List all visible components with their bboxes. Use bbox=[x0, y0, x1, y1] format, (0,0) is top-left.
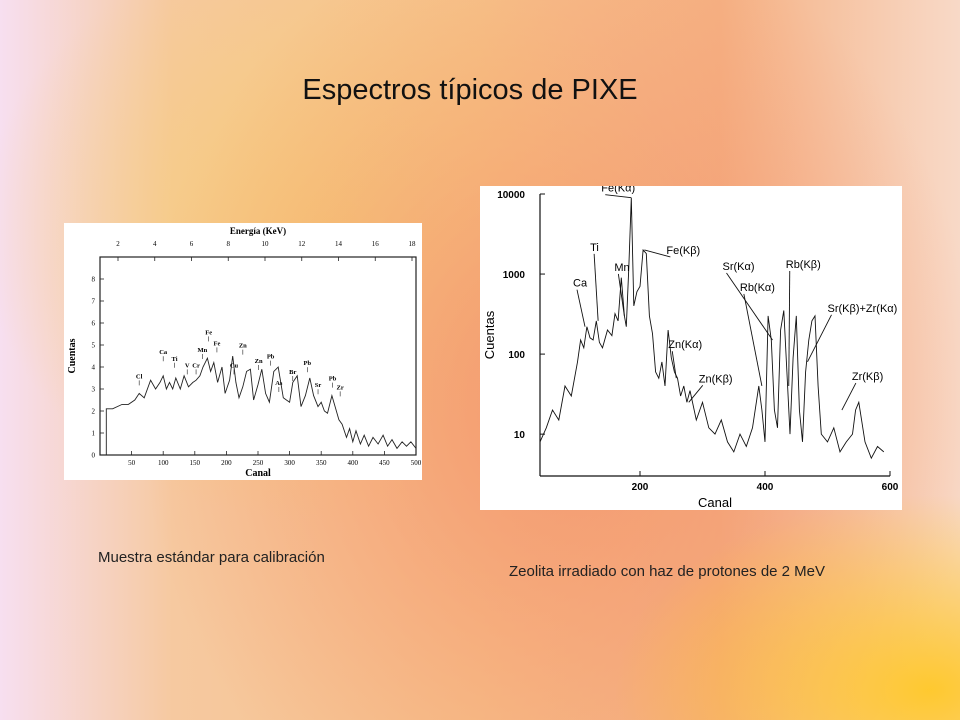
y-tick-label: 6 bbox=[92, 320, 96, 328]
peak-arrow bbox=[671, 351, 677, 379]
peak-label: Cl bbox=[136, 373, 143, 380]
x-tick-label: 500 bbox=[411, 459, 422, 467]
x-tick-label: 400 bbox=[348, 459, 359, 467]
peak-label: Zr bbox=[337, 384, 344, 391]
peak-label: Sr bbox=[315, 382, 322, 389]
x-tick-label: 300 bbox=[284, 459, 295, 467]
caption-zeolite: Zeolita irradiado con haz de protones de… bbox=[509, 563, 826, 580]
y-tick-label: 4 bbox=[92, 364, 96, 372]
top-tick-label: 10 bbox=[262, 240, 270, 248]
peak-label: As bbox=[275, 380, 283, 387]
peak-arrow bbox=[788, 270, 791, 386]
spectrum-line bbox=[100, 355, 417, 456]
caption-calibration: Muestra estándar para calibración bbox=[98, 549, 325, 566]
x-tick-label: 200 bbox=[632, 482, 649, 493]
peak-label: Fe(Kβ) bbox=[666, 245, 700, 257]
peak-label: Rb(Kβ) bbox=[786, 259, 821, 271]
x-tick-label: 450 bbox=[379, 459, 390, 467]
peak-label: Ti bbox=[172, 356, 178, 363]
y-axis-label: Cuentas bbox=[67, 338, 78, 373]
plot-frame bbox=[99, 256, 417, 456]
peak-arrow bbox=[576, 289, 586, 327]
x-tick-label: 50 bbox=[128, 459, 136, 467]
spectrum-line bbox=[539, 197, 885, 460]
x-tick-label: 250 bbox=[253, 459, 264, 467]
x-axis-label: Canal bbox=[698, 495, 732, 510]
peak-arrow bbox=[743, 293, 763, 387]
x-tick-label: 150 bbox=[190, 459, 201, 467]
calibration-spectrum-chart: Energía (KeV) 2 4 6 8 10 12 14 16 18 50 100 150 200 25… bbox=[64, 223, 422, 480]
peak-label: Ti bbox=[590, 242, 599, 254]
peak-label: Fe bbox=[213, 340, 220, 347]
peak-label: V bbox=[185, 362, 190, 369]
peak-label: Rb(Kα) bbox=[740, 282, 775, 294]
peak-label: Zn(Kβ) bbox=[699, 373, 733, 385]
y-axis-label: Cuentas bbox=[482, 310, 497, 359]
y-tick-label: 2 bbox=[92, 408, 96, 416]
peak-label: Fe(Kα) bbox=[601, 186, 635, 195]
peak-label: Br bbox=[289, 369, 296, 376]
peak-label: Pb bbox=[303, 360, 311, 367]
x-tick-label: 600 bbox=[882, 482, 899, 493]
peak-label: Zr(Kβ) bbox=[852, 371, 883, 383]
peak-arrow bbox=[807, 314, 832, 363]
peak-arrow bbox=[644, 249, 671, 258]
peak-label: Mn bbox=[614, 262, 629, 274]
x-tick-label: 200 bbox=[221, 459, 232, 467]
peak-label: Cr bbox=[192, 362, 200, 369]
peak-arrow bbox=[605, 194, 632, 199]
zeolite-spectrum-chart: 10 100 1000 10000 200 400 600 Canal Cuentas Ca Ti M… bbox=[480, 183, 902, 510]
y-tick-label: 100 bbox=[508, 350, 525, 361]
top-tick-label: 8 bbox=[227, 240, 231, 248]
peak-arrow bbox=[726, 272, 773, 341]
x-tick-label: 350 bbox=[316, 459, 327, 467]
x-tick-label: 100 bbox=[158, 459, 169, 467]
zeolite-spectrum-svg: 10 100 1000 10000 200 400 600 Canal Cuentas Ca Ti M… bbox=[482, 183, 899, 510]
peak-label: Pb bbox=[267, 354, 275, 361]
top-tick-label: 2 bbox=[116, 240, 120, 248]
peak-arrow bbox=[617, 273, 625, 316]
top-axis-label: Energía (KeV) bbox=[230, 226, 286, 236]
y-tick-label: 3 bbox=[92, 386, 96, 394]
peak-label: Zn bbox=[255, 358, 263, 365]
peak-label: Zn bbox=[239, 343, 247, 350]
peak-label: Zn(Kα) bbox=[668, 339, 702, 351]
top-tick-label: 4 bbox=[153, 240, 157, 248]
y-tick-label: 5 bbox=[92, 342, 96, 350]
y-tick-label: 10 bbox=[514, 430, 526, 441]
peak-label: Ca bbox=[159, 349, 168, 356]
peak-arrow bbox=[593, 253, 599, 321]
x-tick-label: 400 bbox=[757, 482, 774, 493]
y-tick-label: 8 bbox=[92, 276, 96, 284]
top-tick-label: 16 bbox=[372, 240, 380, 248]
top-tick-label: 18 bbox=[409, 240, 417, 248]
y-tick-label: 7 bbox=[92, 298, 96, 306]
peak-arrow bbox=[688, 385, 704, 403]
peak-arrow bbox=[841, 382, 857, 411]
peak-label: Fe bbox=[205, 329, 212, 336]
slide-title: Espectros típicos de PIXE bbox=[302, 74, 638, 106]
top-tick-label: 14 bbox=[335, 240, 343, 248]
top-tick-label: 12 bbox=[298, 240, 306, 248]
y-tick-label: 1 bbox=[92, 430, 96, 438]
x-axis-label: Canal bbox=[245, 468, 271, 479]
peak-label: Pb bbox=[329, 376, 337, 383]
y-tick-label: 10000 bbox=[497, 190, 525, 201]
peak-label: Mn bbox=[198, 347, 208, 354]
y-tick-label: 0 bbox=[92, 452, 96, 460]
peak-label: Ca bbox=[573, 278, 588, 290]
top-tick-label: 6 bbox=[190, 240, 194, 248]
peak-label: Sr(Kα) bbox=[723, 261, 755, 273]
y-tick-label: 1000 bbox=[503, 270, 526, 281]
peak-label: Sr(Kβ)+Zr(Kα) bbox=[828, 303, 898, 315]
peak-label: Cu bbox=[230, 362, 239, 369]
